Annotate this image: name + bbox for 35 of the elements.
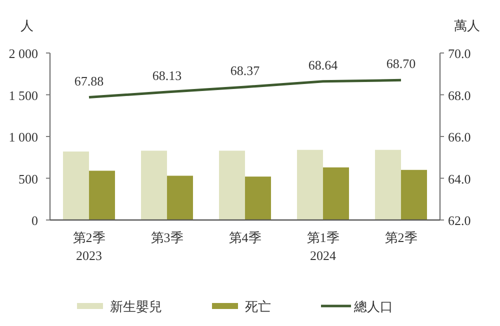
y-axis-title: 人 xyxy=(20,18,34,33)
bar xyxy=(297,150,323,220)
y2-axis-title: 萬人 xyxy=(454,18,480,33)
x-tick-label: 第2季 2023 xyxy=(72,230,106,263)
bar xyxy=(245,176,271,220)
bar xyxy=(401,170,427,220)
x-tick-label: 第4季 xyxy=(228,230,262,245)
bar xyxy=(167,176,193,220)
x-tick-label: 第3季 xyxy=(150,230,184,245)
y-tick-label: 500 xyxy=(18,171,38,186)
data-label: 68.64 xyxy=(308,57,338,72)
y2-tick-label: 66.0 xyxy=(448,130,471,144)
y2-tick-label: 62.0 xyxy=(448,213,471,228)
data-label: 68.13 xyxy=(152,68,182,84)
legend-label: 總人口 xyxy=(353,299,393,314)
y-tick-label: 1 500 xyxy=(8,88,38,103)
y-tick-label: 2 000 xyxy=(8,46,38,61)
y-tick-label: 0 xyxy=(32,213,38,228)
data-label: 68.37 xyxy=(230,63,260,78)
bar xyxy=(63,152,89,220)
bar xyxy=(219,150,245,220)
data-label: 68.70 xyxy=(386,56,416,72)
y-tick-label: 1 000 xyxy=(8,130,38,144)
legend-label: 新生嬰兒 xyxy=(110,299,162,314)
bar xyxy=(375,150,401,220)
y2-tick-label: 70.0 xyxy=(448,46,471,61)
bar xyxy=(141,150,167,220)
bar xyxy=(89,170,115,220)
x-tick-label: 第1季 2024 xyxy=(306,230,340,263)
data-label: 67.88 xyxy=(74,73,104,88)
y2-tick-label: 64.0 xyxy=(448,171,471,186)
x-tick-label: 第2季 xyxy=(384,230,418,245)
y2-tick-label: 68.0 xyxy=(448,88,471,103)
bar xyxy=(323,167,349,220)
legend-label: 死亡 xyxy=(245,299,271,314)
